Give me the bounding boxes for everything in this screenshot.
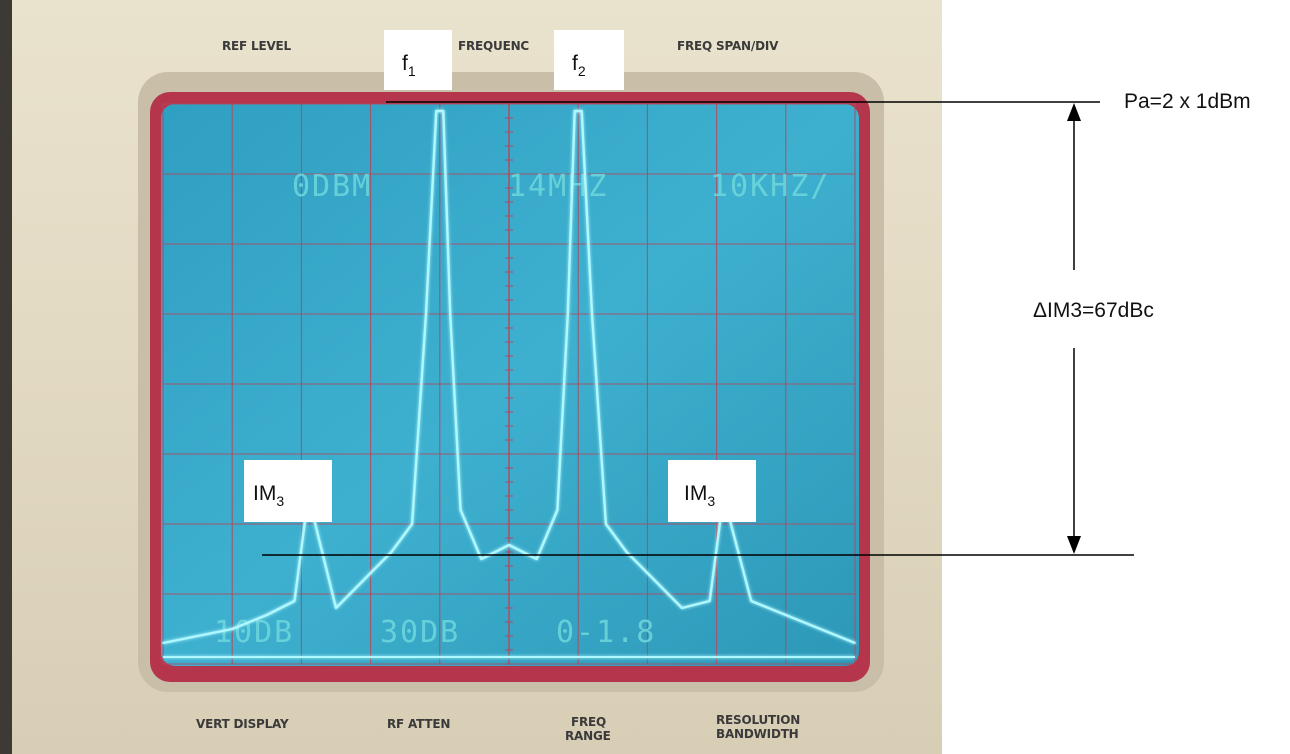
bezel-label-resolution: RESOLUTION: [716, 713, 800, 727]
bezel-label-freq: FREQ: [571, 715, 606, 729]
bezel-label-frequency: FREQUENC: [458, 39, 529, 53]
pa-label: Pa=2 x 1dBm: [1124, 90, 1251, 113]
trace-point: [390, 551, 393, 553]
trace-point: [785, 614, 787, 616]
trace-point: [708, 600, 711, 602]
readout-rf-atten: 30DB: [380, 615, 460, 650]
bezel-label-vert-display: VERT DISPLAY: [196, 717, 289, 731]
bezel-label-rf-atten: RF ATTEN: [387, 717, 450, 731]
f2-label: f2: [572, 52, 586, 79]
trace-point: [266, 614, 268, 616]
trace-point: [411, 523, 413, 525]
bezel-label-freq-span: FREQ SPAN/DIV: [677, 39, 779, 53]
annotations: f1 f2 IM3 IM3 Pa=2 x 1dBm ΔIM3=67dBc: [244, 30, 1251, 556]
trace-point: [573, 110, 576, 112]
trace-point: [625, 551, 628, 553]
trace-point: [435, 110, 438, 112]
delta-im3-label: ΔIM3=67dBc: [1033, 299, 1154, 322]
trace-point: [442, 110, 445, 112]
trace-point: [293, 600, 296, 602]
trace-point: [508, 544, 510, 546]
delta-arrow-down-head: [1067, 536, 1081, 554]
bezel-label-range: RANGE: [565, 729, 611, 743]
photo-dark-edge: [0, 0, 12, 754]
trace-point: [567, 313, 569, 315]
trace-point: [231, 628, 233, 630]
trace-point: [605, 523, 607, 525]
f1-label-box: [384, 30, 452, 90]
trace-point: [162, 642, 164, 644]
im3-left-label: IM3: [253, 482, 284, 509]
trace-point: [591, 313, 593, 315]
trace-point: [854, 642, 856, 644]
trace-point: [535, 558, 538, 560]
f2-label-box: [554, 30, 624, 90]
analyzer-photo: REF LEVEL FREQUENC FREQ SPAN/DIV VERT DI…: [0, 0, 942, 754]
trace-point: [646, 572, 649, 574]
screen-grid: [162, 103, 856, 665]
trace-point: [449, 313, 451, 315]
trace-point: [556, 509, 559, 511]
readout-freq-range: 0-1.8: [556, 615, 656, 650]
trace-point: [681, 607, 683, 609]
readout-span: 10KHZ/: [710, 169, 830, 204]
im3-left-label-box: [244, 460, 332, 522]
trace-point: [750, 600, 752, 602]
f1-label: f1: [402, 52, 416, 79]
trace-point: [459, 509, 462, 511]
bezel-label-ref-level: REF LEVEL: [222, 39, 292, 53]
trace-point: [369, 572, 372, 574]
im3-right-label-box: [668, 460, 756, 522]
trace-point: [480, 558, 483, 560]
readout-center-freq: 14MHZ: [508, 169, 608, 204]
trace-point: [580, 110, 583, 112]
trace-point: [425, 313, 427, 315]
im3-right-label: IM3: [684, 482, 715, 509]
readout-ref-level: 0DBM: [292, 169, 372, 204]
trace-point: [335, 607, 337, 609]
bezel-label-bandwidth: BANDWIDTH: [716, 727, 799, 741]
delta-arrow-up-head: [1067, 103, 1081, 121]
